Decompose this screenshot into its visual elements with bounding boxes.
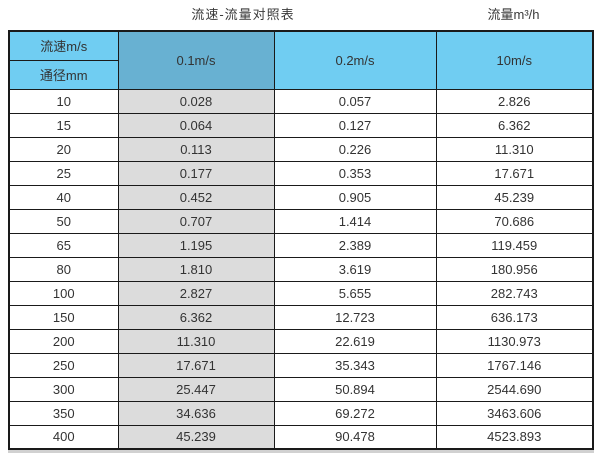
table-row: 15 0.064 0.127 6.362 [8, 112, 594, 138]
column-header-0-1ms: 0.1m/s [117, 30, 275, 90]
table-row: 25 0.177 0.353 17.671 [8, 160, 594, 186]
table-row: 100 2.827 5.655 282.743 [8, 280, 594, 306]
cell-flow-0-1ms: 25.447 [117, 376, 275, 402]
cell-flow-0-1ms: 1.810 [117, 256, 275, 282]
cell-flow-10ms: 1130.973 [435, 328, 594, 354]
table-title: 流速-流量对照表 [191, 7, 295, 22]
cell-flow-0-2ms: 2.389 [273, 232, 437, 258]
cell-diameter: 100 [8, 280, 119, 306]
cell-diameter: 250 [8, 352, 119, 378]
cell-flow-0-2ms: 35.343 [273, 352, 437, 378]
table-row: 300 25.447 50.894 2544.690 [8, 376, 594, 402]
cell-diameter: 80 [8, 256, 119, 282]
cell-diameter: 10 [8, 88, 119, 114]
cell-diameter: 300 [8, 376, 119, 402]
cell-flow-10ms: 11.310 [435, 136, 594, 162]
table-row: 80 1.810 3.619 180.956 [8, 256, 594, 282]
cell-diameter: 15 [8, 112, 119, 138]
cell-flow-0-1ms: 0.707 [117, 208, 275, 234]
cell-flow-0-1ms: 1.195 [117, 232, 275, 258]
table-row: 10 0.028 0.057 2.826 [8, 88, 594, 114]
cell-flow-0-2ms: 3.619 [273, 256, 437, 282]
cell-flow-10ms: 2.826 [435, 88, 594, 114]
cell-flow-0-2ms: 22.619 [273, 328, 437, 354]
cell-diameter: 50 [8, 208, 119, 234]
cell-flow-10ms: 3463.606 [435, 400, 594, 426]
cell-flow-0-2ms: 90.478 [273, 424, 437, 450]
cell-flow-0-1ms: 0.113 [117, 136, 275, 162]
header-row-bottom: 通径mm [8, 59, 593, 90]
title-bar: 流速-流量对照表 流量m³/h [0, 0, 600, 30]
table-row: 200 11.310 22.619 1130.973 [8, 328, 594, 354]
cell-flow-0-2ms: 0.226 [273, 136, 437, 162]
cell-flow-10ms: 45.239 [435, 184, 594, 210]
column-header-0-2ms: 0.2m/s [273, 30, 437, 90]
cell-flow-0-2ms: 69.272 [273, 400, 437, 426]
cell-diameter: 65 [8, 232, 119, 258]
cell-flow-0-2ms: 50.894 [273, 376, 437, 402]
flow-unit-label: 流量m³/h [487, 7, 540, 22]
cell-diameter: 25 [8, 160, 119, 186]
cell-flow-0-2ms: 12.723 [273, 304, 437, 330]
cell-flow-0-2ms: 0.057 [273, 88, 437, 114]
table-row: 150 6.362 12.723 636.173 [8, 304, 594, 330]
cell-flow-0-2ms: 5.655 [273, 280, 437, 306]
cell-flow-0-1ms: 45.239 [117, 424, 275, 450]
cell-flow-0-1ms: 17.671 [117, 352, 275, 378]
cell-diameter: 150 [8, 304, 119, 330]
cell-diameter: 20 [8, 136, 119, 162]
table-row: 40 0.452 0.905 45.239 [8, 184, 594, 210]
cell-diameter: 200 [8, 328, 119, 354]
cell-flow-10ms: 4523.893 [435, 424, 594, 450]
cell-flow-0-2ms: 1.414 [273, 208, 437, 234]
cell-flow-10ms: 2544.690 [435, 376, 594, 402]
cell-flow-10ms: 17.671 [435, 160, 594, 186]
cell-flow-10ms: 1767.146 [435, 352, 594, 378]
cell-flow-0-1ms: 0.064 [117, 112, 275, 138]
cell-flow-0-1ms: 0.028 [117, 88, 275, 114]
corner-diameter-label: 通径mm [8, 59, 119, 90]
table-row: 20 0.113 0.226 11.310 [8, 136, 594, 162]
cell-flow-0-1ms: 2.827 [117, 280, 275, 306]
table-row: 65 1.195 2.389 119.459 [8, 232, 594, 258]
table-row: 250 17.671 35.343 1767.146 [8, 352, 594, 378]
cell-diameter: 400 [8, 424, 119, 450]
cell-flow-10ms: 70.686 [435, 208, 594, 234]
cell-flow-10ms: 180.956 [435, 256, 594, 282]
cell-flow-10ms: 636.173 [435, 304, 594, 330]
table-row: 50 0.707 1.414 70.686 [8, 208, 594, 234]
cell-diameter: 40 [8, 184, 119, 210]
cell-diameter: 350 [8, 400, 119, 426]
cell-flow-0-1ms: 0.452 [117, 184, 275, 210]
cell-flow-10ms: 119.459 [435, 232, 594, 258]
table-row: 400 45.239 90.478 4523.893 [8, 424, 594, 450]
header-row-top: 流速m/s 0.1m/s 0.2m/s 10m/s [8, 30, 594, 90]
cell-flow-0-1ms: 11.310 [117, 328, 275, 354]
cell-flow-10ms: 6.362 [435, 112, 594, 138]
cell-flow-0-2ms: 0.353 [273, 160, 437, 186]
cell-flow-0-2ms: 0.905 [273, 184, 437, 210]
corner-velocity-label: 流速m/s [8, 30, 119, 61]
cell-flow-10ms: 282.743 [435, 280, 594, 306]
flow-rate-table: 流速m/s 0.1m/s 0.2m/s 10m/s 通径mm 10 0.028 0.… [8, 30, 594, 450]
cell-flow-0-1ms: 0.177 [117, 160, 275, 186]
table-body: 10 0.028 0.057 2.826 15 0.064 0.127 6.362 20 0.11… [8, 88, 594, 450]
cell-flow-0-2ms: 0.127 [273, 112, 437, 138]
table-header: 流速m/s 0.1m/s 0.2m/s 10m/s 通径mm [8, 30, 594, 90]
cell-flow-0-1ms: 34.636 [117, 400, 275, 426]
column-header-10ms: 10m/s [435, 30, 594, 90]
cell-flow-0-1ms: 6.362 [117, 304, 275, 330]
table-row: 350 34.636 69.272 3463.606 [8, 400, 594, 426]
